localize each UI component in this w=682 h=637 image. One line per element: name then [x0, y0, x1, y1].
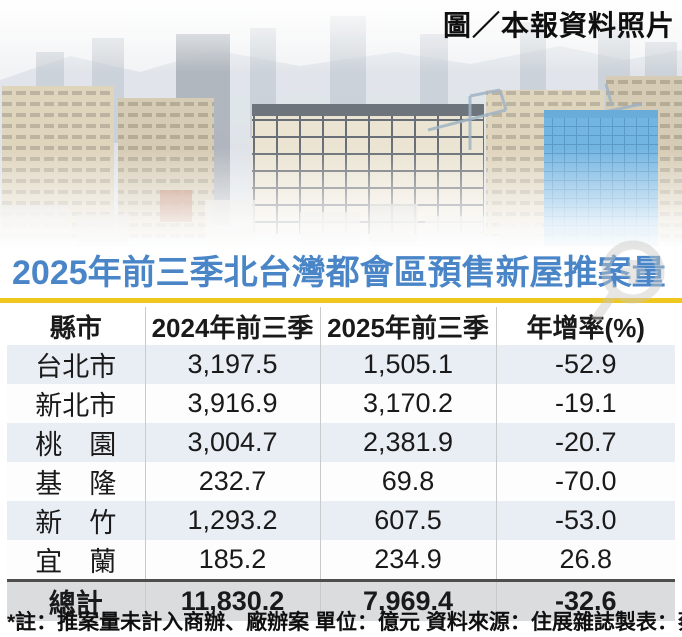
cell-total-yoy: -32.6	[495, 579, 675, 621]
col-header-2025: 2025年前三季	[319, 307, 496, 345]
cell-city: 桃 園	[35, 430, 117, 460]
cell-city: 基 隆	[35, 469, 117, 499]
cell-yoy: -20.7	[495, 423, 675, 462]
cell-yoy: -53.0	[495, 501, 675, 540]
table-container: 縣市 2024年前三季 2025年前三季 年增率(%) 台北市 3,197.5 …	[7, 307, 675, 621]
cell-2024: 232.7	[144, 462, 320, 501]
col-header-2024: 2024年前三季	[144, 307, 320, 345]
cell-2024: 3,197.5	[144, 345, 320, 384]
cell-2025: 2,381.9	[319, 423, 496, 462]
table-row-taoyuan: 桃 園 3,004.7 2,381.9 -20.7	[7, 423, 675, 462]
cell-2025: 607.5	[319, 501, 496, 540]
table-header-row: 縣市 2024年前三季 2025年前三季 年增率(%)	[7, 307, 675, 345]
cell-city: 台北市	[35, 352, 117, 382]
cell-yoy: -52.9	[495, 345, 675, 384]
table-row-taipei: 台北市 3,197.5 1,505.1 -52.9	[7, 345, 675, 384]
cell-2024: 1,293.2	[144, 501, 320, 540]
page-title: 2025年前三季北台灣都會區預售新屋推案量	[12, 254, 666, 292]
cell-2025: 69.8	[319, 462, 496, 501]
footnote-credit: 製表：蔡惠芳	[614, 611, 682, 634]
photo-credit: 圖／本報資料照片	[442, 10, 675, 41]
cell-yoy: -70.0	[495, 462, 675, 501]
cell-2025: 1,505.1	[319, 345, 496, 384]
cell-2025: 3,170.2	[319, 384, 496, 423]
cell-yoy: -19.1	[495, 384, 675, 423]
table-total-row: 總計 11,830.2 7,969.4 -32.6	[7, 579, 675, 621]
footnote: *註：推案量未計入商辦、廠辦案 單位：億元 資料來源：住展雜誌 製表：蔡惠芳	[7, 606, 682, 636]
cell-city: 宜 蘭	[35, 547, 117, 577]
cell-total-label: 總計	[7, 579, 145, 621]
cell-2025: 234.9	[319, 540, 496, 581]
cell-yoy: 26.8	[495, 540, 675, 581]
cell-2024: 185.2	[144, 540, 320, 581]
cell-total-2025: 7,969.4	[319, 579, 496, 621]
cell-total-2024: 11,830.2	[144, 579, 320, 621]
col-header-county: 縣市	[7, 307, 145, 345]
table-row-hsinchu: 新 竹 1,293.2 607.5 -53.0	[7, 501, 675, 540]
cell-city: 新 竹	[35, 508, 117, 538]
table-row-newtaipei: 新北市 3,916.9 3,170.2 -19.1	[7, 384, 675, 423]
cell-city: 新北市	[35, 391, 117, 421]
cell-2024: 3,916.9	[144, 384, 320, 423]
table-row-keelung: 基 隆 232.7 69.8 -70.0	[7, 462, 675, 501]
title-underline	[0, 297, 682, 303]
title-banner: 2025年前三季北台灣都會區預售新屋推案量	[0, 247, 682, 303]
footnote-note: *註：推案量未計入商辦、廠辦案 單位：億元 資料來源：住展雜誌	[7, 611, 615, 634]
cell-2024: 3,004.7	[144, 423, 320, 462]
city-photo: 圖／本報資料照片	[0, 0, 682, 252]
data-table: 縣市 2024年前三季 2025年前三季 年增率(%) 台北市 3,197.5 …	[7, 307, 675, 621]
cityscape-image	[0, 0, 682, 252]
col-header-yoy: 年增率(%)	[495, 307, 675, 345]
table-row-yilan: 宜 蘭 185.2 234.9 26.8	[7, 540, 675, 581]
